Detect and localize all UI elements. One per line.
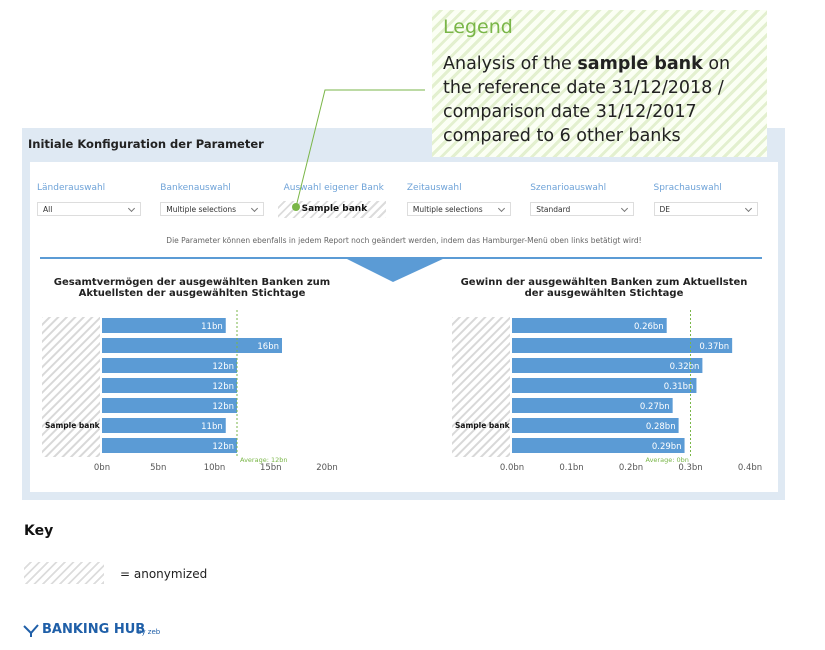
bar [102,418,226,433]
x-tick-label: 15bn [260,463,282,473]
value-label: 12bn [212,382,234,392]
legend-text: on the reference date 31/12/2018 / compa… [443,54,731,146]
panel-title: Initiale Konfiguration der Parameter [28,137,264,151]
x-tick-label: 0.0bn [500,463,524,473]
value-label: 11bn [201,422,223,432]
bar [512,398,673,413]
x-tick-label: 5bn [150,463,166,473]
filter-label: Bankenauswahl [160,183,231,193]
filter-dropdown[interactable]: Multiple selections [406,202,511,216]
bar [102,338,282,353]
filter-dropdown[interactable]: All [37,202,141,216]
legend-title: Legend [443,16,513,38]
bar [512,358,703,373]
chart-title: Gewinn der ausgewählten Banken zum Aktue… [460,277,748,299]
key-title: Key [24,523,54,539]
bar [102,318,226,333]
value-label: 0.37bn [699,342,729,352]
value-label: 0.27bn [640,402,670,412]
filter-dropdown[interactable]: Multiple selections [160,202,265,216]
x-tick-label: 0bn [94,463,110,473]
anonymized-area [452,317,510,457]
average-label: Average: 12bn [240,456,287,464]
legend-text: Analysis of the sample bank on the refer… [443,52,761,148]
filter-label: Szenarioauswahl [530,183,607,193]
bar [102,438,237,453]
chart: 0.0bn 0.1bn 0.2bn 0.3bn 0.4bn 0.26bn 0.37bn 0.3… [452,310,762,473]
chart-title: Gesamtvermögen der ausgewählten Banken z… [53,277,331,299]
value-label: 16bn [257,342,279,352]
x-tick-label: 20bn [316,463,338,473]
value-label: 12bn [212,442,234,452]
filter-label: Zeitauswahl [406,183,462,193]
connector [292,89,425,211]
filter-value[interactable]: Sample bank [277,201,386,218]
legend-text: Analysis of the [443,54,578,74]
note: Die Parameter können ebenfalls in jedem … [166,236,642,245]
category-label: Sample bank [455,421,511,430]
connector-line [295,89,425,208]
bar [512,418,679,433]
x-tick-label: 0.3bn [678,463,702,473]
filter-label: Sprachauswahl [653,183,722,193]
value-label: 11bn [201,322,223,332]
anonymized-area [42,317,100,457]
brand-name: BANKING HUB [42,622,146,637]
x-tick-label: 10bn [204,463,226,473]
bar [512,438,685,453]
x-tick-label: 0.1bn [559,463,583,473]
value-label: 0.26bn [634,322,664,332]
value-label: 0.31bn [664,382,694,392]
average-label: Average: 0bn [646,456,689,464]
decor [40,257,762,282]
value-label: 0.32bn [670,362,700,372]
brand-logo [23,624,39,637]
filter-label: Länderauswahl [37,183,106,193]
key-text: = anonymized [120,567,208,581]
bar [512,378,697,393]
arrow [345,258,445,282]
filter-dropdown[interactable]: Standard [530,202,635,216]
filter-label: Auswahl eigener Bank [283,183,384,193]
bar [102,358,237,373]
bar [102,378,237,393]
x-tick-label: 0.2bn [619,463,643,473]
x-tick-label: 0.4bn [738,463,762,473]
chart: 0bn 5bn 10bn 15bn 20bn 11bn 16bn 12bn 12bn 12bn 11… [42,310,338,473]
connector-dot [292,203,300,211]
filter-dropdown[interactable]: DE [653,202,758,216]
legend-box [432,10,767,157]
bar [512,338,733,353]
bar [102,398,237,413]
category-label: Sample bank [45,421,101,430]
legend-text: sample bank [577,54,703,74]
brand-by: by zeb [137,628,161,636]
value-label: 12bn [212,362,234,372]
bar [512,318,667,333]
value-label: 0.29bn [652,442,682,452]
key-swatch [24,562,104,584]
value-label: 0.28bn [646,422,676,432]
value-label: 12bn [212,402,234,412]
